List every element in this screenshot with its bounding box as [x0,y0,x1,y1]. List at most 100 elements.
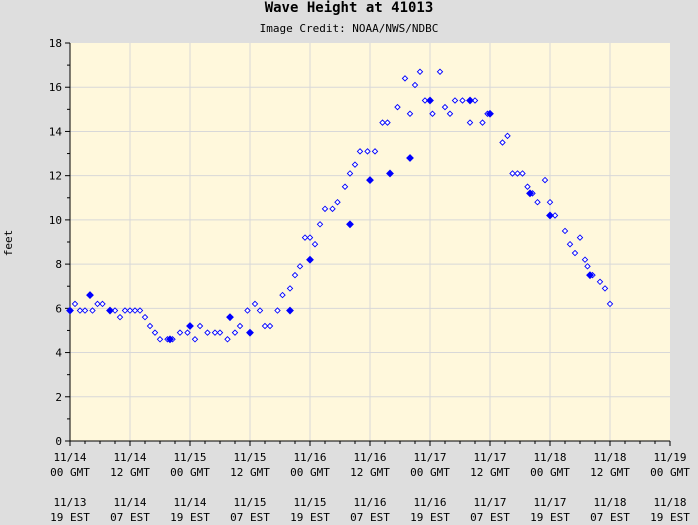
data-point [436,68,444,75]
data-point [459,97,466,104]
data-point-filled [246,328,254,337]
data-point [111,307,119,314]
x-tick-label: 00 GMT [50,466,90,479]
data-point [596,278,604,286]
data-point [131,307,139,314]
data-point [509,170,516,177]
data-point [571,249,579,257]
x-tick-label: 19 EST [170,511,210,524]
data-point [266,322,274,330]
data-point-filled [546,211,554,220]
y-axis-label: feet [2,230,15,257]
data-point-filled [346,220,354,229]
x-tick-label: 12 GMT [350,466,390,479]
data-point [371,148,379,155]
data-point [89,307,96,314]
data-point-filled [226,313,234,322]
data-point [296,263,304,270]
data-point [524,183,531,190]
data-point [471,97,479,104]
data-point [446,110,454,117]
x-tick-label: 07 EST [350,511,390,524]
x-tick-label: 19 EST [290,511,330,524]
data-point [126,307,134,314]
data-point [384,119,391,126]
y-tick-label: 18 [49,37,62,50]
x-tick-label: 11/15 [233,451,266,464]
x-tick-label: 11/18 [533,451,566,464]
x-tick-label: 11/14 [53,451,86,464]
data-point [306,234,314,241]
x-tick-label: 12 GMT [590,466,630,479]
x-tick-label: 07 EST [230,511,270,524]
data-point [606,300,614,308]
x-tick-label: 00 GMT [170,466,210,479]
data-point [329,205,336,213]
x-tick-label: 00 GMT [410,466,450,479]
data-point [601,285,609,292]
y-tick-label: 0 [55,435,62,448]
data-point [231,329,239,336]
y-tick-label: 14 [49,125,63,138]
data-point [81,307,89,314]
data-point [584,263,591,270]
y-tick-labels: 0 2 4 6 8 10 12 14 16 18 [49,37,63,448]
data-point [411,81,419,89]
data-point-filled [466,96,474,105]
x-tick-label: 11/15 [173,451,206,464]
data-point-filled [526,189,534,198]
data-point [261,322,269,330]
y-tick-label: 12 [49,170,62,183]
data-point [136,307,144,314]
data-point [546,198,554,206]
data-point [451,97,459,104]
data-point-filled [166,335,174,344]
x-tick-label: 11/14 [173,496,206,509]
data-point-filled [386,169,394,178]
y-tick-label: 6 [55,302,62,315]
data-point-filled [86,291,94,299]
x-tick-label: 07 EST [470,511,510,524]
data-point [364,148,371,155]
data-point [519,170,526,177]
y-tick-label: 4 [55,347,62,360]
data-point [416,68,424,75]
x-tick-label: 12 GMT [470,466,510,479]
data-point [176,329,184,336]
y-tick-label: 2 [55,391,62,404]
data-point [429,110,436,117]
x-tick-label: 00 GMT [530,466,570,479]
data-point [286,285,294,292]
data-point-filled [486,109,494,118]
x-tick-label: 19 EST [410,511,450,524]
data-point [71,300,79,308]
data-point-filled [66,306,74,315]
x-tick-label: 11/15 [233,496,266,509]
data-point [251,300,259,308]
data-point [379,119,386,126]
data-point [279,291,286,299]
data-point [191,336,199,343]
data-point [334,198,341,206]
x-tick-label: 11/16 [293,451,326,464]
data-point [151,329,159,336]
data-point [311,240,319,248]
data-point [576,234,584,241]
x-tick-label: 00 GMT [650,466,690,479]
data-point [321,205,329,213]
data-point [441,103,449,111]
data-point [211,329,219,336]
data-point-filled [286,306,294,315]
data-point [479,119,486,126]
x-tick-label: 11/15 [293,496,326,509]
data-point [146,322,154,330]
chart-title: Wave Height at 41013 [265,0,434,16]
data-point [356,148,364,155]
x-tick-label: 11/16 [353,451,386,464]
axes [65,42,671,446]
x-tick-label: 11/13 [53,496,86,509]
data-point [406,110,414,117]
x-tick-label: 19 EST [650,511,690,524]
data-point [534,198,541,206]
